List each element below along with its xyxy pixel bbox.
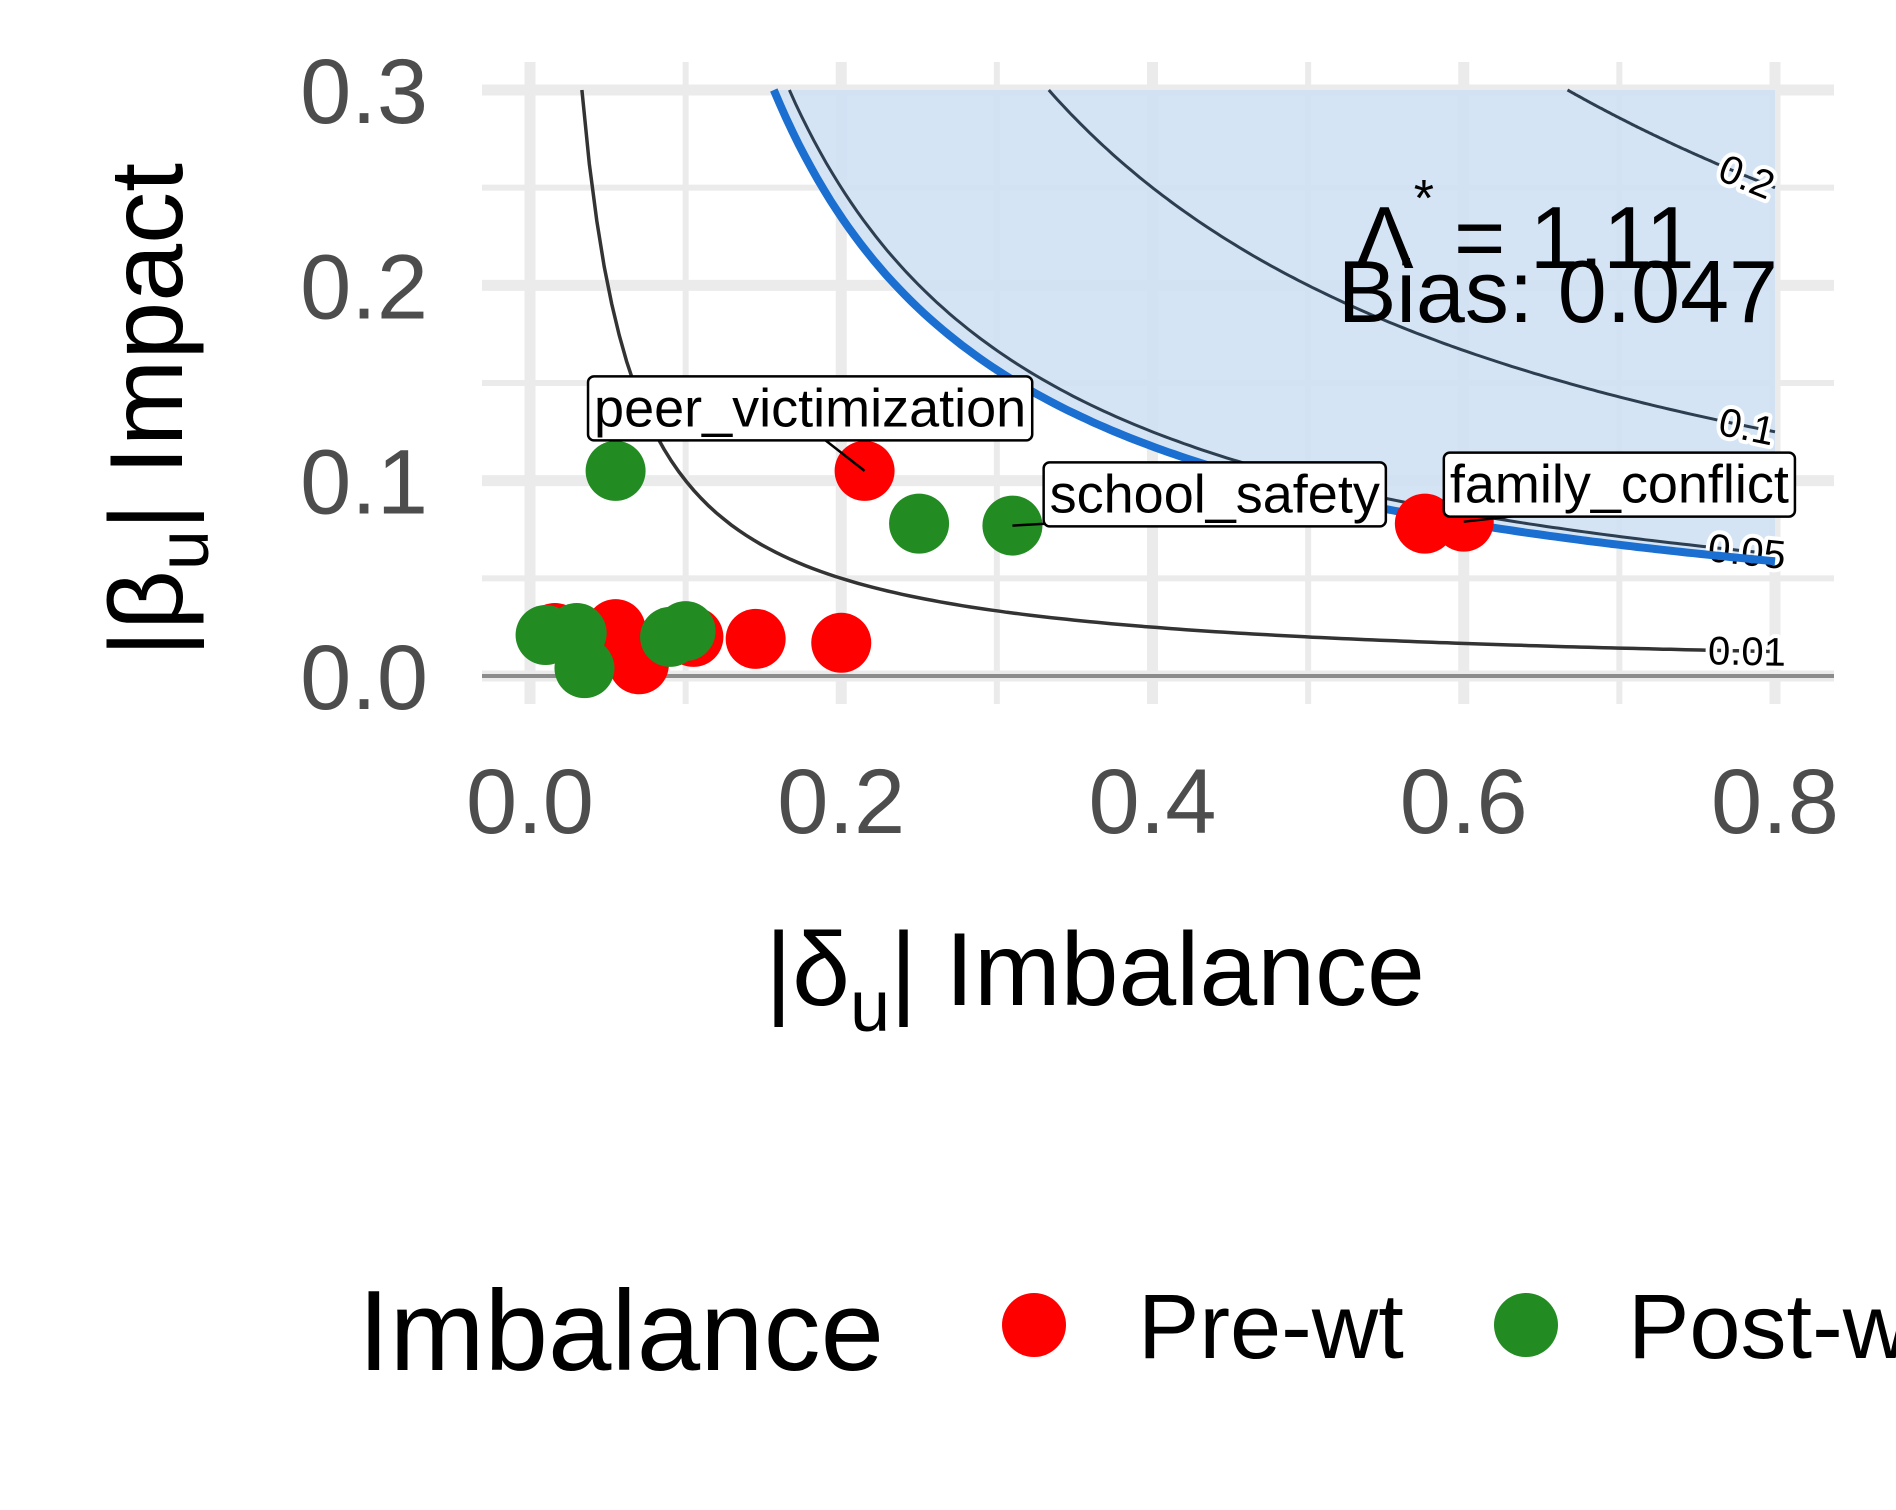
callout-family_conflict: family_conflict — [1442, 451, 1797, 523]
point-post-w — [655, 601, 716, 662]
point-post-w — [554, 638, 615, 699]
x-axis-title-sub: u — [850, 967, 890, 1047]
point-pre-wt — [725, 608, 786, 669]
svg-text:|βu|Impact: |βu|Impact — [89, 163, 224, 657]
y-tick-label: 0.2 — [300, 236, 428, 338]
callout-school_safety: school_safety — [1012, 461, 1388, 528]
legend-key-post-wt — [1494, 1293, 1558, 1357]
x-tick-label: 0.6 — [1400, 751, 1528, 853]
callout-text: peer_victimization — [594, 378, 1026, 438]
y-axis-title-symbol: β — [89, 570, 205, 630]
callout-box — [1042, 461, 1388, 528]
point-post-w — [585, 440, 646, 501]
contour-line-0.1 — [1047, 89, 1776, 434]
x-tick-label: 0.2 — [777, 751, 905, 853]
lambda-symbol: Λ — [1355, 188, 1414, 287]
callout-labels: peer_victimization school_safety family_co… — [586, 375, 1797, 528]
x-tick-label: 0.8 — [1711, 751, 1839, 853]
point-pre-wt — [811, 612, 872, 673]
y-axis-title: |βu|Impact — [89, 163, 224, 657]
contour-line-0.2 — [1566, 88, 1776, 190]
point-post-w — [889, 493, 950, 554]
plot-panel: 0.010.050.10.2 peer_victimizationschool_… — [482, 62, 1834, 704]
bias-threshold-region — [773, 90, 1775, 562]
callout-box — [586, 375, 1034, 442]
callout-peer_victimization: peer_victimization — [586, 375, 1034, 472]
y-axis-title-delim-right: | — [89, 503, 205, 530]
x-axis-title-text: Imbalance — [945, 912, 1425, 1028]
x-axis-tick-labels: 0.0 0.2 0.4 0.6 0.8 — [466, 751, 1839, 853]
legend-label-post-wt: Post-w — [1628, 1276, 1896, 1378]
contour-line-0.01 — [580, 89, 1776, 654]
x-axis-title: |δu| Imbalance — [765, 912, 1425, 1047]
legend-label-pre-wt: Pre-wt — [1138, 1276, 1404, 1378]
x-axis-title-delim-left: | — [765, 912, 792, 1028]
callout-text: school_safety — [1050, 464, 1380, 524]
y-tick-label: 0.0 — [300, 627, 428, 729]
legend: Imbalance Pre-wt Post-w — [358, 1268, 1896, 1395]
lambda-value: = 1.11 — [1454, 188, 1695, 287]
y-tick-label: 0.3 — [300, 41, 428, 143]
y-tick-label: 0.1 — [300, 432, 428, 534]
y-axis-title-text: Impact — [89, 163, 205, 475]
legend-title: Imbalance — [358, 1268, 884, 1395]
svg-text:|δu|Imbalance: |δu| Imbalance — [765, 912, 1425, 1047]
x-axis-title-symbol: δ — [792, 912, 850, 1028]
y-axis-title-delim-left: | — [89, 630, 205, 657]
x-tick-label: 0.0 — [466, 751, 594, 853]
x-tick-label: 0.4 — [1089, 751, 1217, 853]
y-axis-tick-labels: 0.0 0.1 0.2 0.3 — [300, 41, 428, 729]
callout-text: family_conflict — [1450, 455, 1789, 515]
legend-key-pre-wt — [1002, 1293, 1066, 1357]
bias-annotation: Bias: 0.047 — [1338, 242, 1778, 341]
contour-label-0.01: 0.01 — [1708, 629, 1787, 675]
lambda-sup: * — [1414, 170, 1434, 228]
callout-box — [1442, 451, 1797, 518]
lambda-annotation: Λ* = 1.11 — [1355, 170, 1695, 287]
y-axis-title-sub: u — [144, 530, 224, 570]
x-axis-title-delim-right: | — [890, 912, 917, 1028]
svg-text:Λ*= 1.11: Λ* = 1.11 — [1355, 170, 1695, 287]
